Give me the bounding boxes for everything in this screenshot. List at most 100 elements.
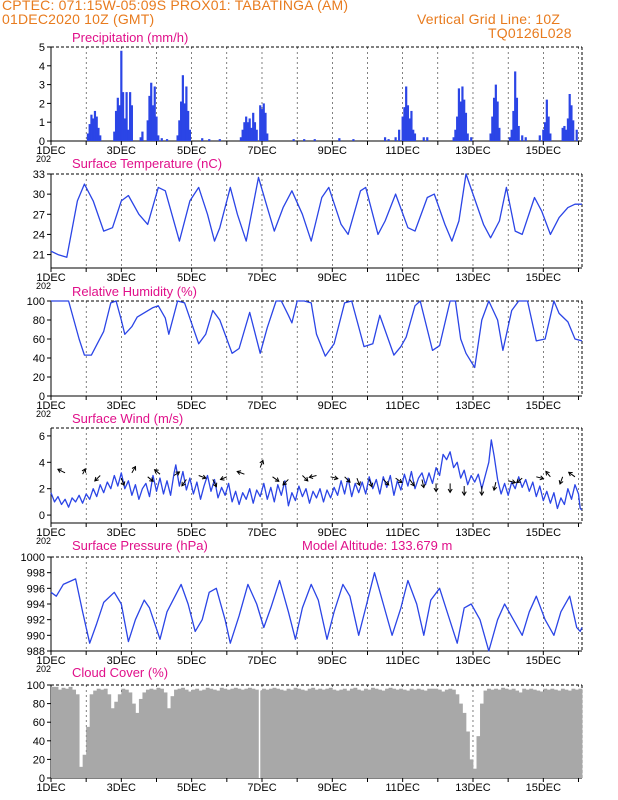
- precip-bar: [496, 101, 499, 141]
- precip-x-tick-label: 9DEC: [318, 145, 347, 157]
- cloud-cover-bar: [216, 690, 221, 778]
- cloud-cover-bar: [188, 691, 193, 778]
- cloud-cover-bar: [374, 688, 379, 778]
- pressure-x-tick-label: 15DEC: [526, 655, 562, 667]
- pressure-x-tick-label: 1DEC: [36, 655, 65, 667]
- temp-x-tick-label: 3DEC: [107, 272, 136, 284]
- cloud-cover-bar: [395, 689, 400, 778]
- cloud-cover-bar: [522, 688, 527, 778]
- pressure-y-tick-label: 996: [27, 583, 45, 595]
- wind-vector: [57, 468, 66, 474]
- pressure-series-line: [50, 572, 583, 652]
- temp-y-tick-label: 21: [33, 250, 45, 262]
- pressure-y-tick-label: 992: [27, 615, 45, 627]
- cloud-x-tick-label: 13DEC: [455, 782, 491, 794]
- temp-y-tick-label: 30: [33, 189, 45, 201]
- precip-y-tick-label: 5: [39, 42, 45, 54]
- precip-y-tick-label: 0: [39, 136, 45, 148]
- model-altitude-label: Model Altitude: 133.679 m: [302, 538, 452, 553]
- cloud-cover-bar: [434, 688, 439, 778]
- precip-bar: [114, 110, 118, 141]
- header-model-code: TQ0126L028: [488, 25, 572, 41]
- rh-y-tick-label: 40: [33, 353, 45, 365]
- cloud-cover-bar: [427, 688, 432, 778]
- wind-vector: [282, 479, 289, 486]
- cloud-cover-bar: [490, 689, 495, 778]
- cloud-cover-bar: [480, 703, 484, 778]
- precip-bar: [470, 137, 473, 141]
- cloud-cover-bar: [325, 688, 330, 778]
- precip-x-tick-label: 1DEC: [36, 145, 65, 157]
- rh-y-tick-label: 60: [33, 334, 45, 346]
- precip-bar: [153, 86, 156, 141]
- cloud-cover-bar: [75, 694, 80, 778]
- temp-y-tick-label: 24: [33, 229, 45, 241]
- cloud-cover-bar: [469, 759, 474, 778]
- precip-bar: [524, 137, 527, 141]
- cloud-cover-bar: [532, 689, 537, 778]
- precip-bar: [180, 101, 183, 141]
- cloud-cover-bar: [72, 689, 77, 778]
- cloud-cover-bar: [202, 689, 207, 778]
- cloud-cover-bar: [174, 689, 178, 778]
- cloud-cover-bar: [349, 688, 354, 778]
- rh-x-tick-label: 11DEC: [385, 400, 420, 412]
- cloud-cover-bar: [142, 692, 147, 778]
- header-grid-note: Vertical Grid Line: 10Z: [417, 11, 561, 27]
- rh-y-tick-label: 80: [33, 315, 45, 327]
- precip-bar: [183, 103, 186, 141]
- cloud-cover-bar: [79, 766, 84, 778]
- cloud-cover-bar: [128, 692, 133, 778]
- precip-bar: [401, 116, 404, 141]
- cloud-y-tick-label: 40: [33, 736, 45, 748]
- cloud-y-tick-label: 100: [27, 680, 45, 692]
- cloud-cover-bar: [332, 689, 337, 778]
- precip-y-tick-label: 2: [39, 98, 45, 110]
- cloud-cover-bar: [371, 687, 375, 778]
- rh-title: Relative Humidity (%): [72, 284, 197, 299]
- cloud-cover-bar: [93, 690, 98, 778]
- precip-bar: [185, 86, 188, 141]
- precip-bar: [130, 105, 133, 141]
- wind-year-fragment: 202: [36, 536, 51, 546]
- precip-bar: [160, 138, 163, 141]
- pressure-y-tick-label: 1000: [21, 552, 45, 564]
- wind-vector: [479, 486, 485, 497]
- wind-y-tick-label: 0: [39, 510, 45, 522]
- precip-bar: [127, 129, 130, 141]
- cloud-cover-bar: [300, 689, 305, 778]
- cloud-cover-bar: [286, 688, 291, 778]
- wind-vector: [147, 476, 154, 482]
- cloud-cover-bar: [462, 712, 467, 778]
- cloud-cover-bar: [328, 687, 333, 778]
- wind-vector: [382, 479, 390, 486]
- cloud-cover-bar: [388, 687, 393, 778]
- cloud-cover-bar: [553, 689, 558, 778]
- wind-vector: [219, 475, 228, 481]
- precip-bar: [262, 103, 265, 141]
- precip-bar: [515, 97, 519, 141]
- cloud-cover-bar: [272, 687, 277, 778]
- wind-vector: [409, 479, 415, 487]
- wind-x-tick-label: 7DEC: [247, 527, 276, 539]
- cloud-cover-bar: [138, 698, 143, 778]
- cloud-x-tick-label: 11DEC: [385, 782, 420, 794]
- cloud-x-tick-label: 1DEC: [36, 782, 65, 794]
- cloud-cover-bar: [247, 687, 252, 778]
- wind-vector: [272, 476, 280, 482]
- precip-x-tick-label: 5DEC: [177, 145, 206, 157]
- cloud-cover-bar: [550, 688, 555, 778]
- cloud-cover-bar: [529, 688, 534, 778]
- cloud-cover-bar: [233, 687, 238, 778]
- precip-x-tick-label: 3DEC: [107, 145, 136, 157]
- precip-bar: [383, 137, 387, 141]
- wind-vector: [356, 477, 361, 487]
- precip-bar: [406, 105, 410, 141]
- cloud-cover-bar: [525, 689, 530, 778]
- precip-bar: [157, 135, 160, 141]
- precip-bar: [394, 137, 397, 141]
- cloud-cover-bar: [269, 688, 273, 778]
- cloud-cover-bar: [304, 690, 309, 778]
- cloud-cover-bar: [160, 688, 164, 778]
- wind-y-tick-label: 6: [39, 431, 45, 443]
